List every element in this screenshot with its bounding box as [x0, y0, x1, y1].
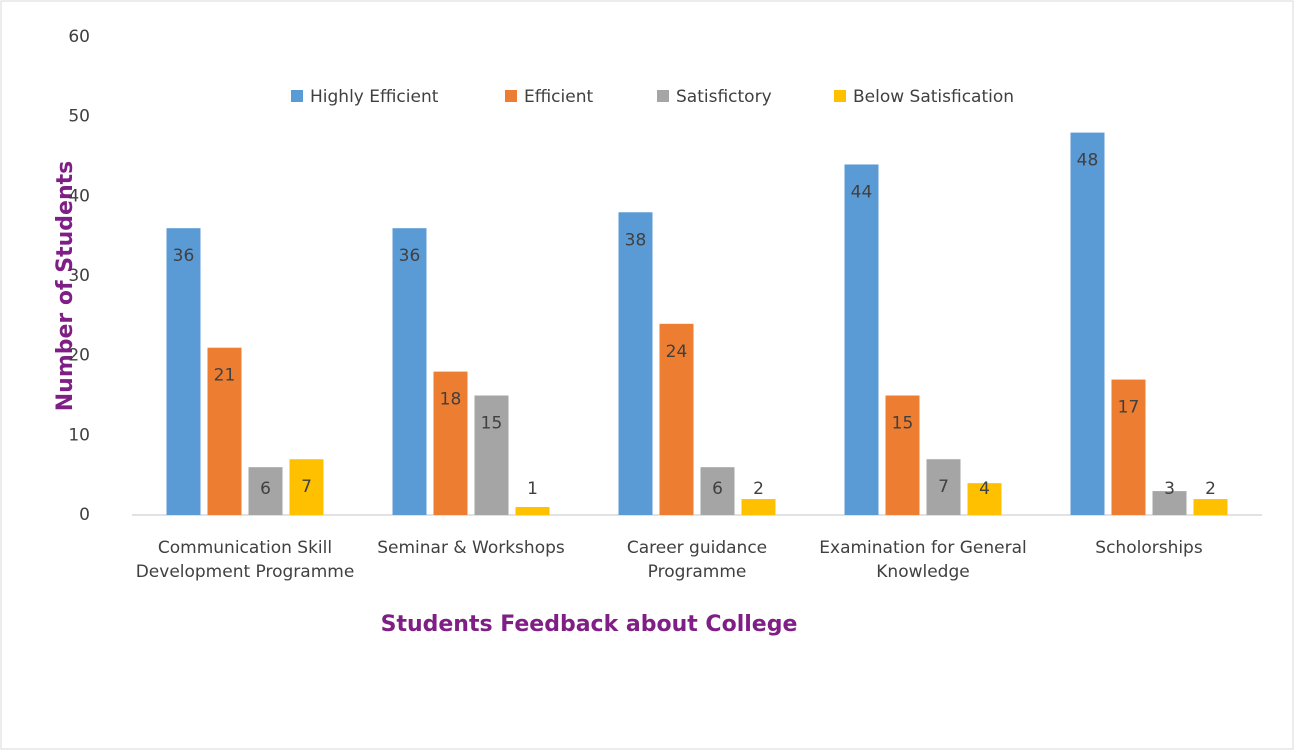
bar — [741, 499, 776, 515]
data-label: 1 — [527, 479, 538, 499]
data-label: 21 — [214, 366, 236, 386]
bar — [1193, 499, 1228, 515]
bar — [618, 212, 653, 515]
bar — [515, 507, 550, 515]
data-label: 2 — [1205, 479, 1216, 499]
data-label: 18 — [440, 390, 462, 410]
data-label: 44 — [851, 182, 873, 202]
x-tick-label: Scholorships — [1095, 538, 1203, 558]
data-label: 38 — [625, 230, 647, 250]
y-tick-label: 10 — [68, 425, 90, 445]
y-tick-label: 30 — [68, 266, 90, 286]
bar — [207, 347, 242, 515]
bar — [433, 371, 468, 515]
bar — [1152, 491, 1187, 515]
legend-label: Satisfictory — [676, 87, 772, 107]
data-label: 36 — [399, 246, 421, 266]
data-label: 15 — [481, 414, 503, 434]
data-label: 24 — [666, 342, 688, 362]
bar — [885, 395, 920, 515]
data-label: 17 — [1118, 398, 1140, 418]
y-tick-label: 60 — [68, 27, 90, 47]
data-label: 15 — [892, 414, 914, 434]
bar — [474, 395, 509, 515]
data-label: 7 — [301, 477, 312, 497]
legend-swatch — [657, 90, 669, 102]
legend-swatch — [291, 90, 303, 102]
bar — [967, 483, 1002, 515]
data-label: 4 — [979, 479, 990, 499]
bar — [1070, 132, 1105, 515]
x-tick-label: Seminar & Workshops — [377, 538, 565, 558]
bar — [248, 467, 283, 515]
bar — [700, 467, 735, 515]
y-tick-label: 50 — [68, 107, 90, 127]
data-label: 3 — [1164, 479, 1175, 499]
bar — [289, 459, 324, 515]
y-axis-title: Number of Students — [53, 161, 78, 412]
data-label: 2 — [753, 479, 764, 499]
y-tick-label: 0 — [79, 505, 90, 525]
legend-label: Efficient — [524, 87, 593, 107]
data-label: 6 — [260, 479, 271, 499]
data-label: 36 — [173, 246, 195, 266]
y-tick-label: 20 — [68, 346, 90, 366]
data-label: 7 — [938, 477, 949, 497]
data-label: 6 — [712, 479, 723, 499]
data-label: 48 — [1077, 151, 1099, 171]
y-tick-label: 40 — [68, 186, 90, 206]
bar — [392, 228, 427, 515]
legend-label: Below Satisfication — [853, 87, 1014, 107]
legend-swatch — [834, 90, 846, 102]
legend-swatch — [505, 90, 517, 102]
bar — [659, 323, 694, 515]
x-tick-label: Career guidance Programme — [626, 538, 768, 582]
x-tick-label: Communication Skill Development Programm… — [135, 538, 355, 582]
bar — [1111, 379, 1146, 515]
bar — [926, 459, 961, 515]
legend-label: Highly Efficient — [310, 87, 439, 107]
x-axis-title: Students Feedback about College — [381, 612, 798, 637]
bar — [844, 164, 879, 515]
bar — [166, 228, 201, 515]
x-tick-label: Examination for General Knowledge — [819, 538, 1027, 582]
